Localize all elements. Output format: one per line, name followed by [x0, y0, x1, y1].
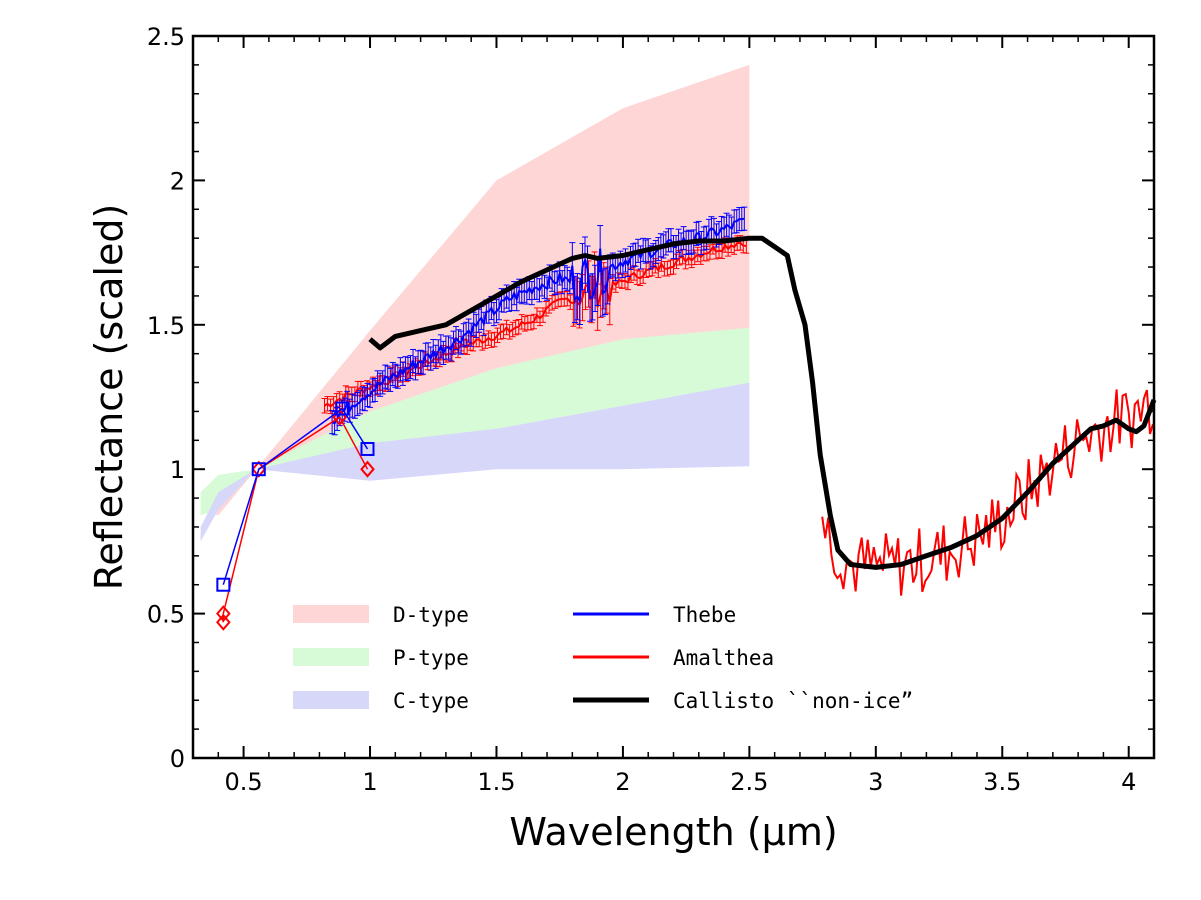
- legend-item-1: P-type: [293, 646, 469, 670]
- legend-label: Amalthea: [673, 646, 774, 670]
- legend-item-5: Callisto ``non-ice”: [573, 689, 913, 713]
- x-tick-label: 3.5: [983, 768, 1021, 796]
- y-tick-label: 1: [170, 456, 185, 484]
- band-p-type: [200, 327, 750, 516]
- series-thebe-point: [360, 441, 375, 456]
- x-tick-label: 4: [1121, 768, 1136, 796]
- y-tick-label: 0: [170, 745, 185, 773]
- y-axis-title: Reflectance (scaled): [87, 204, 131, 591]
- y-tick-label: 0.5: [147, 601, 185, 629]
- x-tick-label: 0.5: [224, 768, 262, 796]
- series-layer: [216, 206, 1157, 631]
- legend-label: Callisto ``non-ice”: [673, 689, 913, 713]
- x-tick-label: 2: [615, 768, 630, 796]
- x-tick-label: 1.5: [477, 768, 515, 796]
- band-c-type: [200, 382, 750, 542]
- series-thebe-photometry-line: [222, 407, 369, 585]
- legend-label: C-type: [393, 689, 469, 713]
- ticks-layer: 0.5 1 1.5 2 2.5 3 3.5 4 0 0.5 1 1.5 2 2.5: [147, 23, 1154, 796]
- series-amalthea-point: [216, 613, 231, 631]
- legend-item-2: C-type: [293, 689, 469, 713]
- x-tick-label: 3: [868, 768, 883, 796]
- y-tick-label: 2: [170, 167, 185, 195]
- legend-item-4: Amalthea: [573, 646, 774, 670]
- legend-swatch: [293, 648, 369, 666]
- legend-label: Thebe: [673, 603, 736, 627]
- legend-item-3: Thebe: [573, 603, 736, 627]
- series-callisto-line: [368, 235, 1157, 570]
- y-tick-label: 1.5: [147, 312, 185, 340]
- series-amalthea-point: [360, 460, 375, 478]
- legend-swatch: [293, 691, 369, 709]
- legend-label: D-type: [393, 603, 469, 627]
- series-thebe-point: [216, 577, 231, 592]
- legend: D-type P-type C-type Thebe Amalthea Callisto …: [293, 603, 913, 713]
- series-thebe-point: [335, 401, 350, 416]
- legend-swatch: [293, 605, 369, 623]
- x-axis-title: Wavelength (μm): [509, 810, 837, 854]
- series-thebe-point: [251, 462, 266, 477]
- legend-label: P-type: [393, 646, 469, 670]
- series-thebe-line: [331, 217, 745, 425]
- x-tick-label: 1: [362, 768, 377, 796]
- plot-frame: [191, 34, 1156, 760]
- series-thebe-photometry: [216, 401, 375, 592]
- series-amalthea-point: [216, 605, 231, 623]
- y-tick-label: 2.5: [147, 23, 185, 51]
- legend-item-0: D-type: [293, 603, 469, 627]
- x-tick-label: 2.5: [730, 768, 768, 796]
